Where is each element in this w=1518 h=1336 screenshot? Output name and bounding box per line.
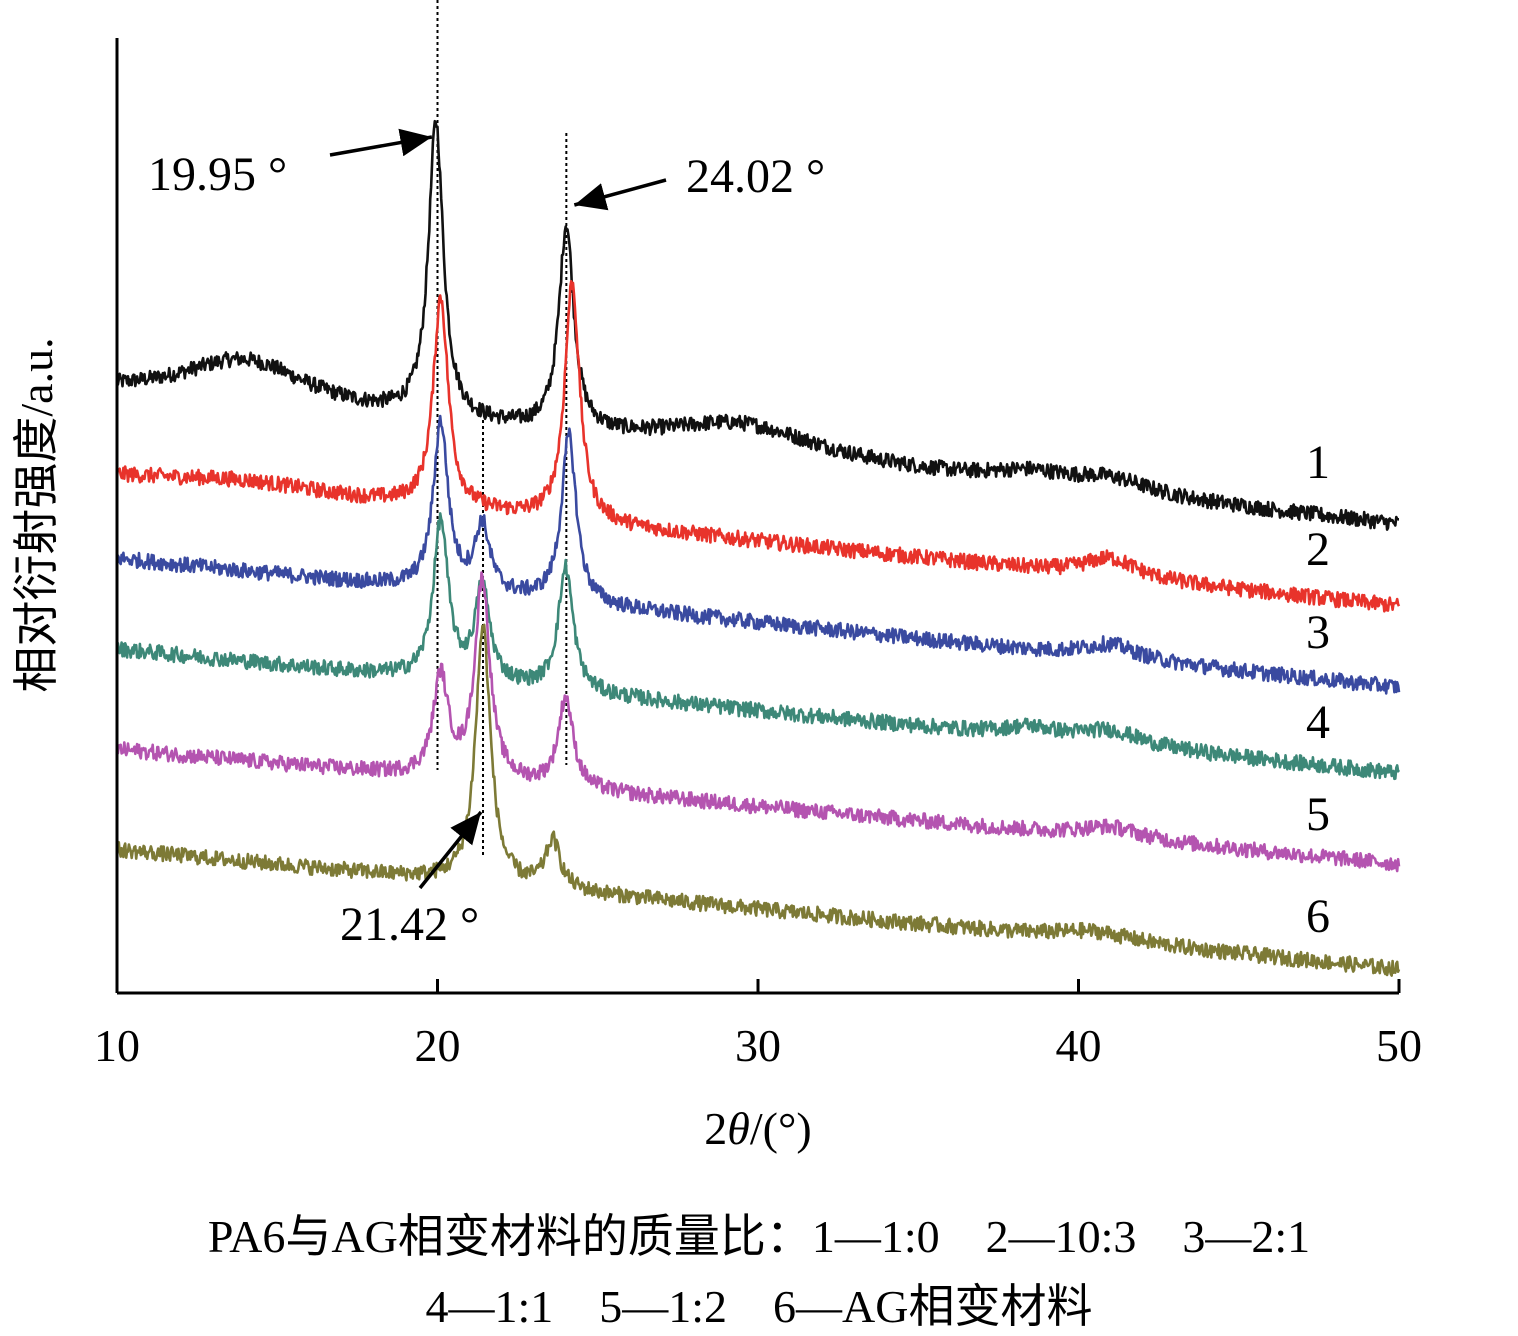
series-label-5: 5 <box>1306 788 1330 841</box>
series-line-2 <box>115 279 1401 613</box>
series-label-6: 6 <box>1306 890 1330 943</box>
series-labels: 1 2 3 4 5 6 <box>1306 436 1330 943</box>
series-label-2: 2 <box>1306 523 1330 576</box>
peak-annotations: 19.95 ° 24.02 ° 21.42 ° <box>148 128 825 951</box>
x-tick-label-50: 50 <box>1376 1020 1422 1071</box>
series-label-1: 1 <box>1306 436 1330 489</box>
x-tick-label-20: 20 <box>415 1020 461 1071</box>
series-group <box>115 119 1401 977</box>
x-tick-label-30: 30 <box>735 1020 781 1071</box>
series-line-6 <box>115 623 1401 977</box>
series-line-1 <box>115 119 1400 531</box>
caption-line-1: PA6与AG相变材料的质量比：1—1:0 2—10:3 3—2:1 <box>207 1211 1311 1262</box>
series-label-3: 3 <box>1306 606 1330 659</box>
y-axis-title: 相对衍射强度/a.u. <box>11 337 62 692</box>
annotation-label-1: 24.02 ° <box>686 150 825 203</box>
x-axis-title: 2θ/(°) <box>704 1103 811 1154</box>
series-line-5 <box>115 571 1401 873</box>
annotation-arrow-0 <box>329 128 433 157</box>
x-tick-label-10: 10 <box>94 1020 140 1071</box>
caption-line-2: 4—1:1 5—1:2 6—AG相变材料 <box>425 1281 1093 1332</box>
annotation-arrow-2 <box>418 810 483 890</box>
series-line-3 <box>116 414 1401 695</box>
series-line-4 <box>115 512 1401 781</box>
annotation-label-2: 21.42 ° <box>340 898 479 951</box>
annotation-arrow-1 <box>573 178 667 211</box>
series-label-4: 4 <box>1306 696 1330 749</box>
x-tick-label-40: 40 <box>1056 1020 1102 1071</box>
x-ticks: 10 20 30 40 50 <box>94 979 1422 1071</box>
annotation-label-0: 19.95 ° <box>148 148 287 201</box>
reference-lines <box>436 0 568 855</box>
